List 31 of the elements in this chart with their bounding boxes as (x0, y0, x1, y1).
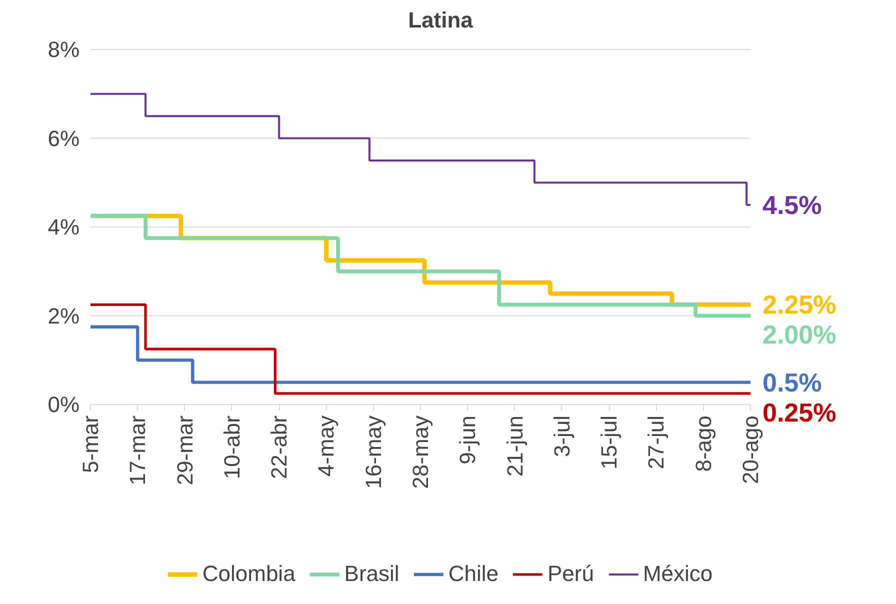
legend-label: Perú (547, 561, 594, 587)
y-tick-label: 4% (48, 214, 80, 240)
x-tick-label: 22-abr (266, 416, 292, 480)
chart-title: Latina (408, 8, 474, 32)
x-tick-label: 5-mar (78, 415, 103, 473)
y-tick-label: 6% (48, 126, 80, 151)
x-tick-label: 17-mar (125, 415, 150, 486)
data-label: 0.5% (762, 367, 822, 398)
x-tick-label: 3-jul (549, 415, 574, 458)
y-tick-label: 2% (48, 303, 80, 328)
x-tick-label: 29-mar (172, 415, 198, 486)
x-tick-label: 27-jul (644, 415, 669, 470)
x-tick-label: 15-jul (596, 415, 622, 470)
x-tick-label: 9-jun (455, 416, 480, 464)
y-tick-label: 0% (48, 392, 80, 417)
data-label: 0.25% (762, 397, 836, 428)
data-label: 4.5% (762, 190, 822, 220)
x-tick-label: 8-ago (690, 415, 716, 472)
legend-label: Colombia (202, 561, 296, 587)
data-label: 2.00% (762, 320, 836, 350)
legend-label: Chile (448, 561, 498, 587)
x-tick-label: 10-abr (219, 416, 244, 480)
x-tick-label: 4-may (314, 416, 339, 477)
legend-label: México (642, 561, 713, 587)
x-tick-label: 21-jun (502, 416, 528, 477)
data-label: 2.25% (762, 290, 836, 320)
x-tick-label: 16-may (360, 416, 386, 489)
x-tick-label: 20-ago (738, 415, 763, 484)
x-tick-label: 28-may (408, 416, 433, 489)
y-tick-label: 8% (48, 37, 80, 62)
legend-label: Brasil (344, 561, 400, 587)
